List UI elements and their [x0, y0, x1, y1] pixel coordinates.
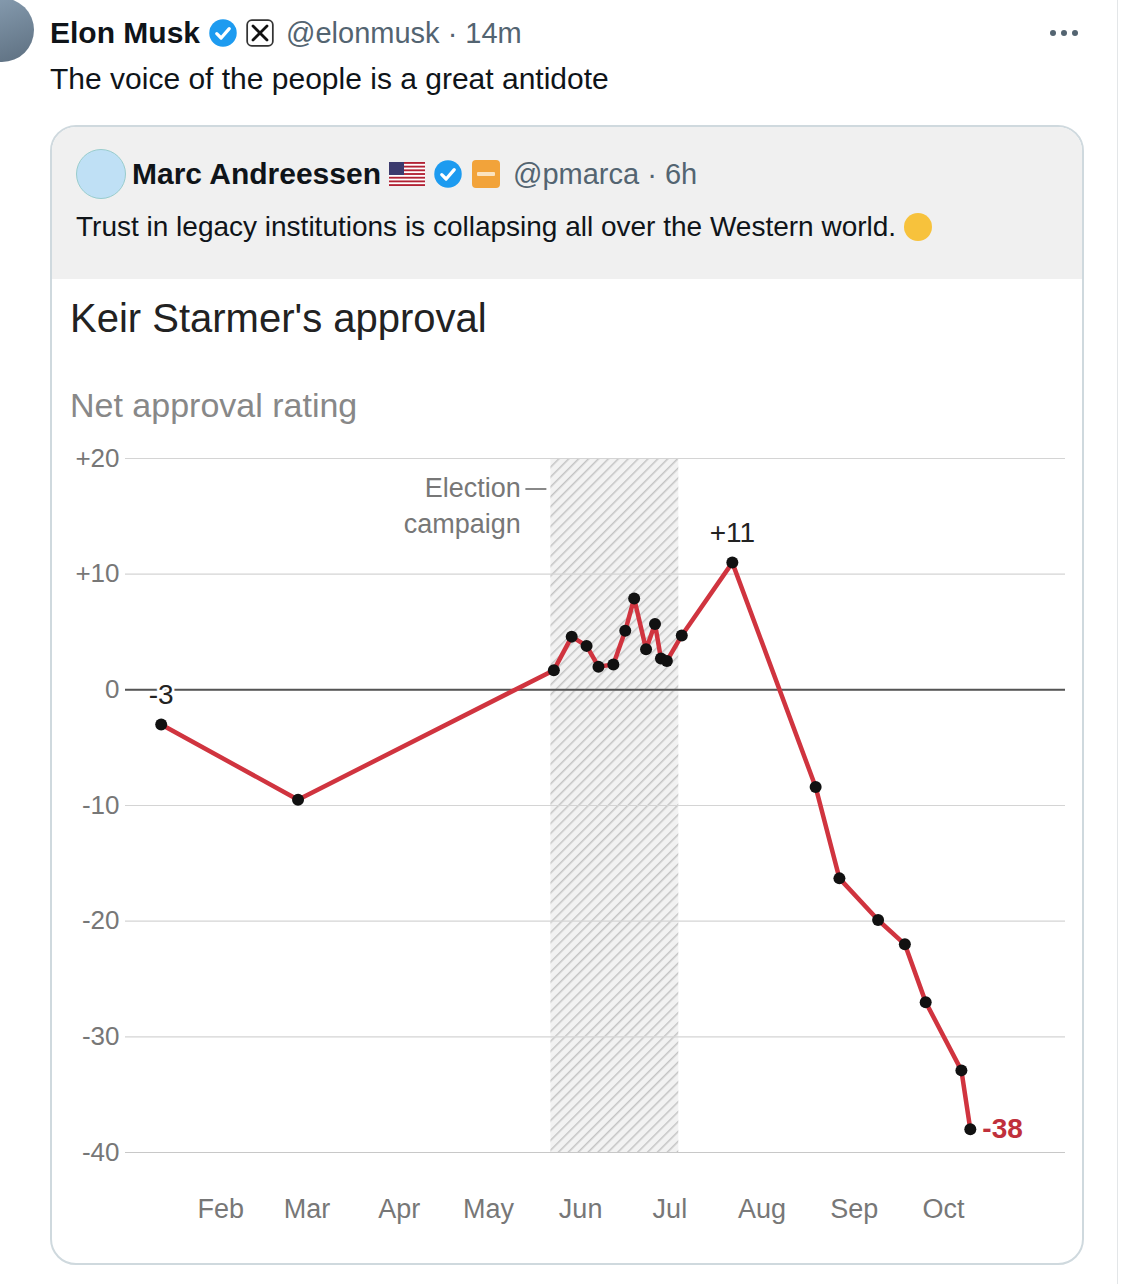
svg-text:Jul: Jul	[653, 1194, 688, 1224]
svg-text:-3: -3	[149, 678, 174, 709]
svg-text:+10: +10	[75, 558, 119, 588]
svg-text:-30: -30	[82, 1021, 120, 1051]
svg-text:May: May	[463, 1194, 515, 1224]
svg-text:Sep: Sep	[830, 1194, 878, 1224]
svg-text:Mar: Mar	[284, 1194, 331, 1224]
html-text:Net approval rating: Net approval rating	[70, 386, 358, 424]
html-text:Trust in legacy institutions i: Trust in legacy institutions is collapsi…	[76, 211, 904, 242]
svg-text:-38: -38	[982, 1113, 1022, 1144]
svg-text:0: 0	[105, 674, 119, 704]
html-text:Marc Andreessen: Marc Andreessen	[132, 157, 381, 190]
svg-text:Electioncampaign: Electioncampaign	[404, 473, 521, 538]
html-text:@elonmusk · 14m: @elonmusk · 14m	[286, 16, 522, 49]
html-text:Keir Starmer's approval: Keir Starmer's approval	[70, 296, 487, 340]
svg-text:Feb: Feb	[197, 1194, 244, 1224]
svg-text:Aug: Aug	[738, 1194, 786, 1224]
html-text:@pmarca · 6h: @pmarca · 6h	[513, 157, 698, 190]
svg-text:-40: -40	[82, 1137, 120, 1167]
svg-text:Oct: Oct	[923, 1194, 966, 1224]
html-text:Elon Musk: Elon Musk	[50, 16, 200, 49]
svg-text:-20: -20	[82, 905, 120, 935]
svg-text:-10: -10	[82, 790, 120, 820]
svg-text:Jun: Jun	[559, 1194, 603, 1224]
html-text:The voice of the people is a g: The voice of the people is a great antid…	[50, 62, 609, 95]
svg-text:+20: +20	[75, 443, 119, 473]
svg-text:+11: +11	[710, 517, 755, 548]
svg-text:Apr: Apr	[378, 1194, 420, 1224]
